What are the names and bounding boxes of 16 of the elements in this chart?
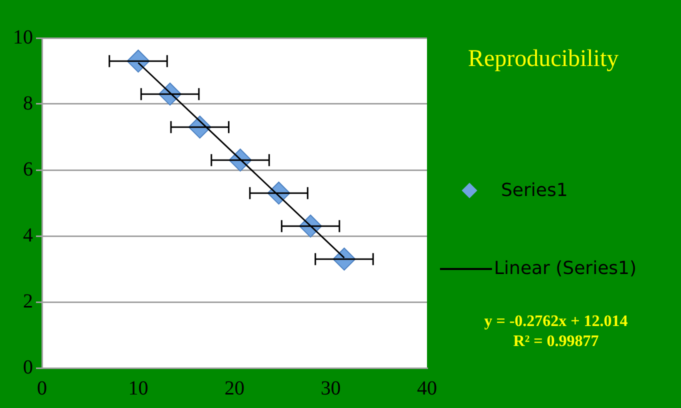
x-tick-label: 10 xyxy=(128,377,148,400)
legend-label: Linear (Series1) xyxy=(494,258,637,279)
y-tick-label: 2 xyxy=(23,290,33,312)
legend-label: Series1 xyxy=(501,180,568,201)
y-tick-label: 6 xyxy=(23,158,33,180)
x-tick-label: 20 xyxy=(224,377,244,400)
text: y = -0.2762x + 12.014 xyxy=(483,312,629,332)
text: Reproducibility xyxy=(468,45,619,74)
y-tick-label: 8 xyxy=(23,92,33,114)
x-tick-label: 40 xyxy=(417,377,437,400)
y-tick-label: 4 xyxy=(23,224,33,246)
y-tick-label: 10 xyxy=(13,26,33,48)
x-tick-label: 0 xyxy=(37,377,47,400)
x-tick-label: 30 xyxy=(320,377,341,400)
text: R² = 0.99877 xyxy=(512,332,600,352)
y-tick-label: 0 xyxy=(23,356,33,378)
